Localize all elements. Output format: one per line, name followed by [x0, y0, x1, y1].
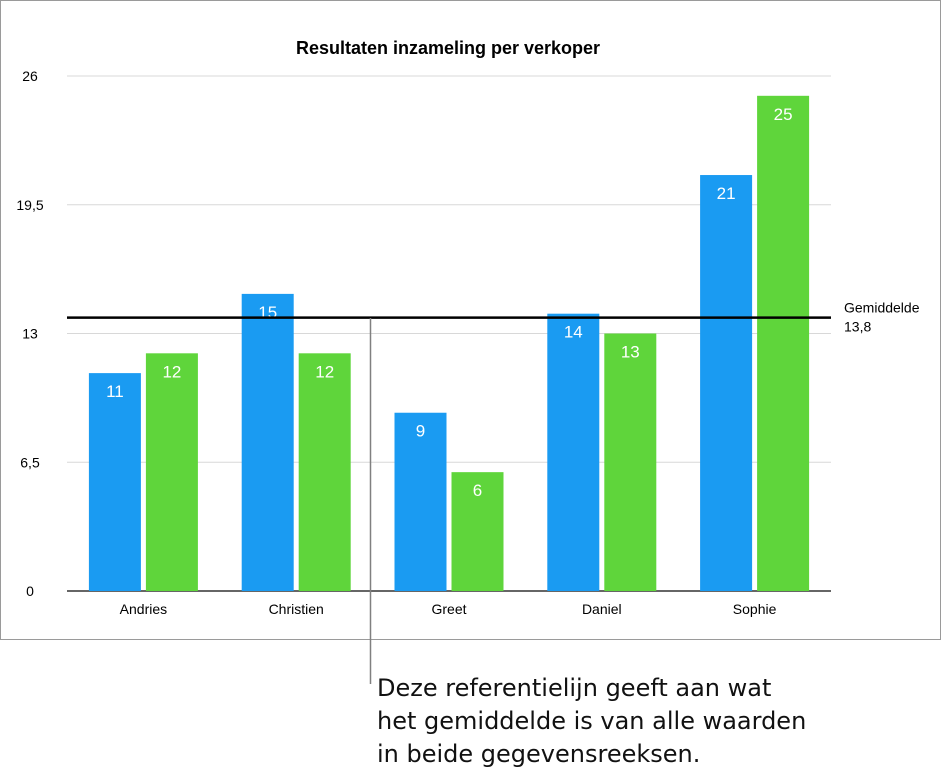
chart-title: Resultaten inzameling per verkoper: [296, 38, 600, 58]
bar: [145, 353, 198, 591]
reference-line-label: Gemiddelde: [844, 300, 920, 316]
bar: [241, 293, 294, 591]
x-tick-label: Christien: [269, 601, 324, 617]
y-tick-label: 6,5: [20, 454, 40, 470]
y-tick-label: 13: [22, 326, 38, 342]
reference-line-value: 13,8: [844, 319, 871, 335]
bar-value-label: 12: [162, 362, 181, 381]
x-tick-label: Greet: [431, 601, 466, 617]
callout-text: Deze referentielijn geeft aan wat het ge…: [377, 672, 937, 771]
chart-frame: Resultaten inzameling per verkoper 0 6,5 1…: [0, 0, 941, 640]
y-tick-label: 0: [26, 583, 34, 599]
bar-value-label: 14: [564, 323, 583, 342]
x-axis-ticks: Andries Christien Greet Daniel Sophie: [120, 601, 777, 617]
bar-value-label: 15: [258, 303, 277, 322]
x-tick-label: Daniel: [582, 601, 622, 617]
reference-line-group: Gemiddelde 13,8: [67, 300, 920, 335]
callout-line-1: Deze referentielijn geeft aan wat: [377, 674, 772, 702]
x-tick-label: Sophie: [733, 601, 777, 617]
bar: [757, 95, 810, 592]
bar-value-label: 25: [774, 105, 793, 124]
bar: [394, 412, 447, 591]
bars: 11 12 15 12 9 6 14 13 21 25: [88, 95, 810, 592]
bar: [604, 333, 657, 591]
bar: [547, 313, 600, 591]
y-axis-ticks: 0 6,5 13 19,5 26: [16, 68, 43, 599]
bar: [298, 353, 351, 591]
bar: [700, 175, 753, 592]
bar-chart: Resultaten inzameling per verkoper 0 6,5 1…: [16, 38, 920, 617]
bar-value-label: 9: [416, 422, 425, 441]
y-tick-label: 26: [22, 68, 38, 84]
bar: [88, 373, 141, 591]
bar: [451, 472, 504, 591]
callout-line-2: het gemiddelde is van alle waarden: [377, 707, 807, 735]
y-tick-label: 19,5: [16, 197, 43, 213]
callout-line-3: in beide gegevensreeksen.: [377, 740, 701, 768]
bar-value-label: 6: [473, 481, 482, 500]
bar-value-label: 21: [717, 184, 736, 203]
bar-value-label: 11: [106, 382, 124, 401]
bar-value-label: 12: [315, 362, 334, 381]
bar-value-label: 13: [621, 343, 640, 362]
x-tick-label: Andries: [120, 601, 167, 617]
